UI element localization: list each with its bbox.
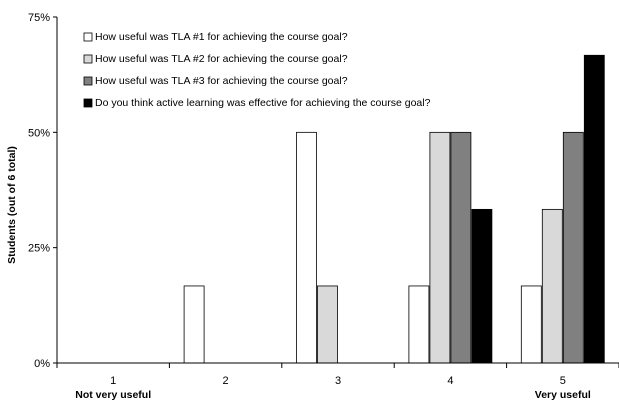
bar-series-1-cat-3 — [296, 131, 317, 364]
legend-label: How useful was TLA #1 for achieving the … — [95, 31, 348, 43]
x-category-sublabel: Not very useful — [75, 389, 151, 401]
bar-series-1-cat-2 — [183, 285, 205, 364]
y-axis-ticks: 0% 25% 50% 75% — [28, 12, 57, 370]
x-category-sublabel: Very useful — [535, 389, 591, 401]
x-tick-label: 3 — [335, 375, 341, 387]
bar-series-3-cat-5 — [562, 131, 584, 364]
x-tick-label: 4 — [447, 375, 453, 387]
y-tick-label: 50% — [28, 127, 50, 139]
bar-series-1-cat-4 — [408, 285, 430, 364]
legend-label: Do you think active learning was effecti… — [95, 97, 431, 109]
x-tick-label: 2 — [223, 375, 229, 387]
y-tick-label: 25% — [28, 243, 50, 255]
chart-axes — [56, 17, 619, 368]
bar-series-1-cat-5 — [520, 285, 542, 364]
bar-series-4-cat-4 — [471, 208, 493, 364]
legend: How useful was TLA #1 for achieving the … — [83, 31, 431, 109]
y-tick-label: 75% — [28, 12, 50, 24]
y-axis-title: Students (out of 6 total) — [6, 146, 18, 264]
y-tick-label: 0% — [34, 358, 50, 370]
legend-label: How useful was TLA #3 for achieving the … — [95, 75, 348, 87]
legend-swatch — [83, 98, 93, 108]
x-tick-label: 1 — [110, 375, 116, 387]
bar-series-4-cat-5 — [583, 54, 605, 364]
x-tick-label: 5 — [560, 375, 566, 387]
bar-series-3-cat-4 — [450, 131, 472, 364]
bar-series-2-cat-3 — [317, 285, 338, 364]
chart-bars — [183, 54, 605, 364]
bar-series-2-cat-5 — [541, 208, 563, 364]
legend-swatch — [83, 32, 93, 42]
legend-swatch — [83, 54, 93, 64]
legend-swatch — [83, 76, 93, 86]
x-axis-labels: 1 Not very useful 2 3 4 5 Very useful — [75, 375, 591, 401]
bar-series-2-cat-4 — [429, 131, 451, 364]
legend-label: How useful was TLA #2 for achieving the … — [95, 53, 348, 65]
